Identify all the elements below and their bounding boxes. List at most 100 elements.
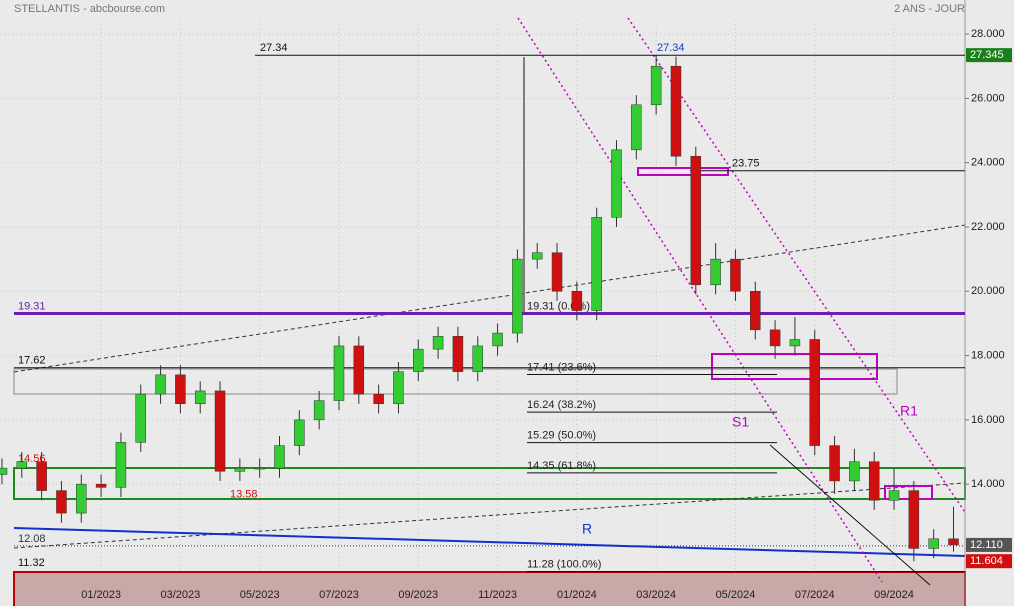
candle-body bbox=[551, 252, 563, 292]
level-label: 11.32 bbox=[18, 557, 45, 569]
candle-body bbox=[155, 374, 166, 395]
trend-line bbox=[13, 482, 966, 549]
candle-body bbox=[36, 461, 47, 491]
x-tick-label: 03/2023 bbox=[161, 589, 201, 601]
x-tick-label: 09/2023 bbox=[398, 589, 438, 601]
candle-body bbox=[888, 490, 900, 501]
candle-body bbox=[948, 538, 959, 546]
candle-body bbox=[432, 336, 444, 350]
x-tick-label: 01/2024 bbox=[557, 589, 597, 601]
candle-body bbox=[829, 445, 840, 482]
candle-body bbox=[16, 461, 28, 469]
candle-body bbox=[809, 339, 820, 446]
red-zone bbox=[13, 571, 966, 606]
candle-body bbox=[868, 461, 880, 501]
x-tick-label: 05/2023 bbox=[240, 589, 280, 601]
fib-label: 15.29 (50.0%) bbox=[527, 430, 596, 442]
chart-title: STELLANTIS - abcbourse.com bbox=[14, 3, 165, 15]
candle-body bbox=[670, 65, 682, 157]
price-badge-label: 11.604 bbox=[970, 555, 1003, 567]
candle-body bbox=[452, 336, 464, 372]
candle-body bbox=[928, 538, 939, 549]
y-tick-label: 22.000 bbox=[971, 221, 1005, 233]
y-tick-label: 16.000 bbox=[971, 414, 1005, 426]
candle-body bbox=[611, 149, 622, 218]
candle-body bbox=[690, 155, 702, 286]
fib-label: 16.24 (38.2%) bbox=[527, 399, 596, 411]
candle-body bbox=[254, 467, 265, 470]
x-tick-label: 05/2024 bbox=[716, 589, 756, 601]
candle-body bbox=[333, 345, 345, 401]
price-badge-label: 27.345 bbox=[970, 49, 1004, 61]
y-tick-label: 18.000 bbox=[971, 349, 1005, 361]
level-label: 27.34 bbox=[657, 42, 685, 54]
candle-body bbox=[531, 252, 543, 260]
channel-line bbox=[517, 17, 883, 583]
price-badge bbox=[966, 48, 1012, 63]
level-label: 19.31 bbox=[18, 300, 46, 312]
level-label: 23.75 bbox=[732, 158, 760, 170]
candle-body bbox=[631, 104, 642, 151]
candle-body bbox=[135, 393, 146, 443]
candle-body bbox=[115, 442, 127, 488]
candle-body bbox=[214, 390, 226, 472]
annotation: R1 bbox=[900, 403, 918, 419]
candle-body bbox=[95, 483, 107, 488]
period: 2 ANS - JOUR bbox=[894, 3, 965, 15]
candle-body bbox=[76, 483, 87, 514]
support-line bbox=[13, 527, 966, 557]
candle-body bbox=[650, 65, 662, 106]
candle-body bbox=[393, 371, 404, 405]
candle-body bbox=[472, 345, 483, 372]
fib-label: 14.35 (61.8%) bbox=[527, 460, 596, 472]
candle-body bbox=[769, 329, 781, 347]
level-label: 13.58 bbox=[230, 489, 258, 501]
x-tick-label: 11/2023 bbox=[478, 589, 517, 601]
candle-body bbox=[56, 490, 67, 514]
level-label: 27.34 bbox=[260, 42, 288, 54]
zone-box bbox=[884, 485, 933, 500]
price-badge bbox=[966, 537, 1012, 552]
annotation: S1 bbox=[732, 414, 749, 430]
candle-body bbox=[294, 419, 305, 446]
candle-body bbox=[571, 291, 583, 311]
x-tick-label: 09/2024 bbox=[874, 589, 914, 601]
price-badge-label: 12.110 bbox=[970, 539, 1003, 551]
candle-body bbox=[492, 332, 503, 347]
zone-box bbox=[637, 167, 729, 176]
candle-body bbox=[0, 467, 8, 475]
price-badge bbox=[966, 554, 1012, 569]
candle-body bbox=[234, 467, 246, 472]
y-tick-label: 20.000 bbox=[971, 285, 1005, 297]
candle-body bbox=[313, 400, 325, 421]
candle-body bbox=[175, 374, 186, 405]
candle-body bbox=[849, 461, 860, 482]
candle-body bbox=[194, 390, 206, 405]
candle-body bbox=[750, 291, 761, 331]
annotation: R bbox=[582, 521, 592, 537]
y-tick-label: 14.000 bbox=[971, 478, 1005, 490]
candle-body bbox=[730, 258, 741, 292]
y-tick-label: 28.000 bbox=[971, 28, 1005, 40]
overlays bbox=[13, 0, 966, 606]
candle-body bbox=[274, 445, 285, 469]
x-tick-label: 03/2024 bbox=[636, 589, 676, 601]
fib-label: 11.28 (100.0%) bbox=[527, 559, 601, 571]
y-tick-label: 24.000 bbox=[971, 157, 1005, 169]
fib-label: 17.41 (23.6%) bbox=[527, 361, 596, 373]
candle-body bbox=[908, 490, 920, 549]
y-tick-label: 26.000 bbox=[971, 92, 1005, 104]
level-label: 17.62 bbox=[18, 355, 46, 367]
candle-body bbox=[413, 348, 424, 372]
x-tick-label: 01/2023 bbox=[81, 589, 121, 601]
grid bbox=[0, 20, 965, 588]
candle-body bbox=[353, 345, 365, 395]
trend-line bbox=[13, 224, 966, 373]
x-tick-label: 07/2024 bbox=[795, 589, 835, 601]
candle-body bbox=[512, 258, 523, 334]
candle-body bbox=[591, 217, 602, 311]
candle-body bbox=[789, 339, 801, 347]
level-label: 12.08 bbox=[18, 533, 46, 545]
